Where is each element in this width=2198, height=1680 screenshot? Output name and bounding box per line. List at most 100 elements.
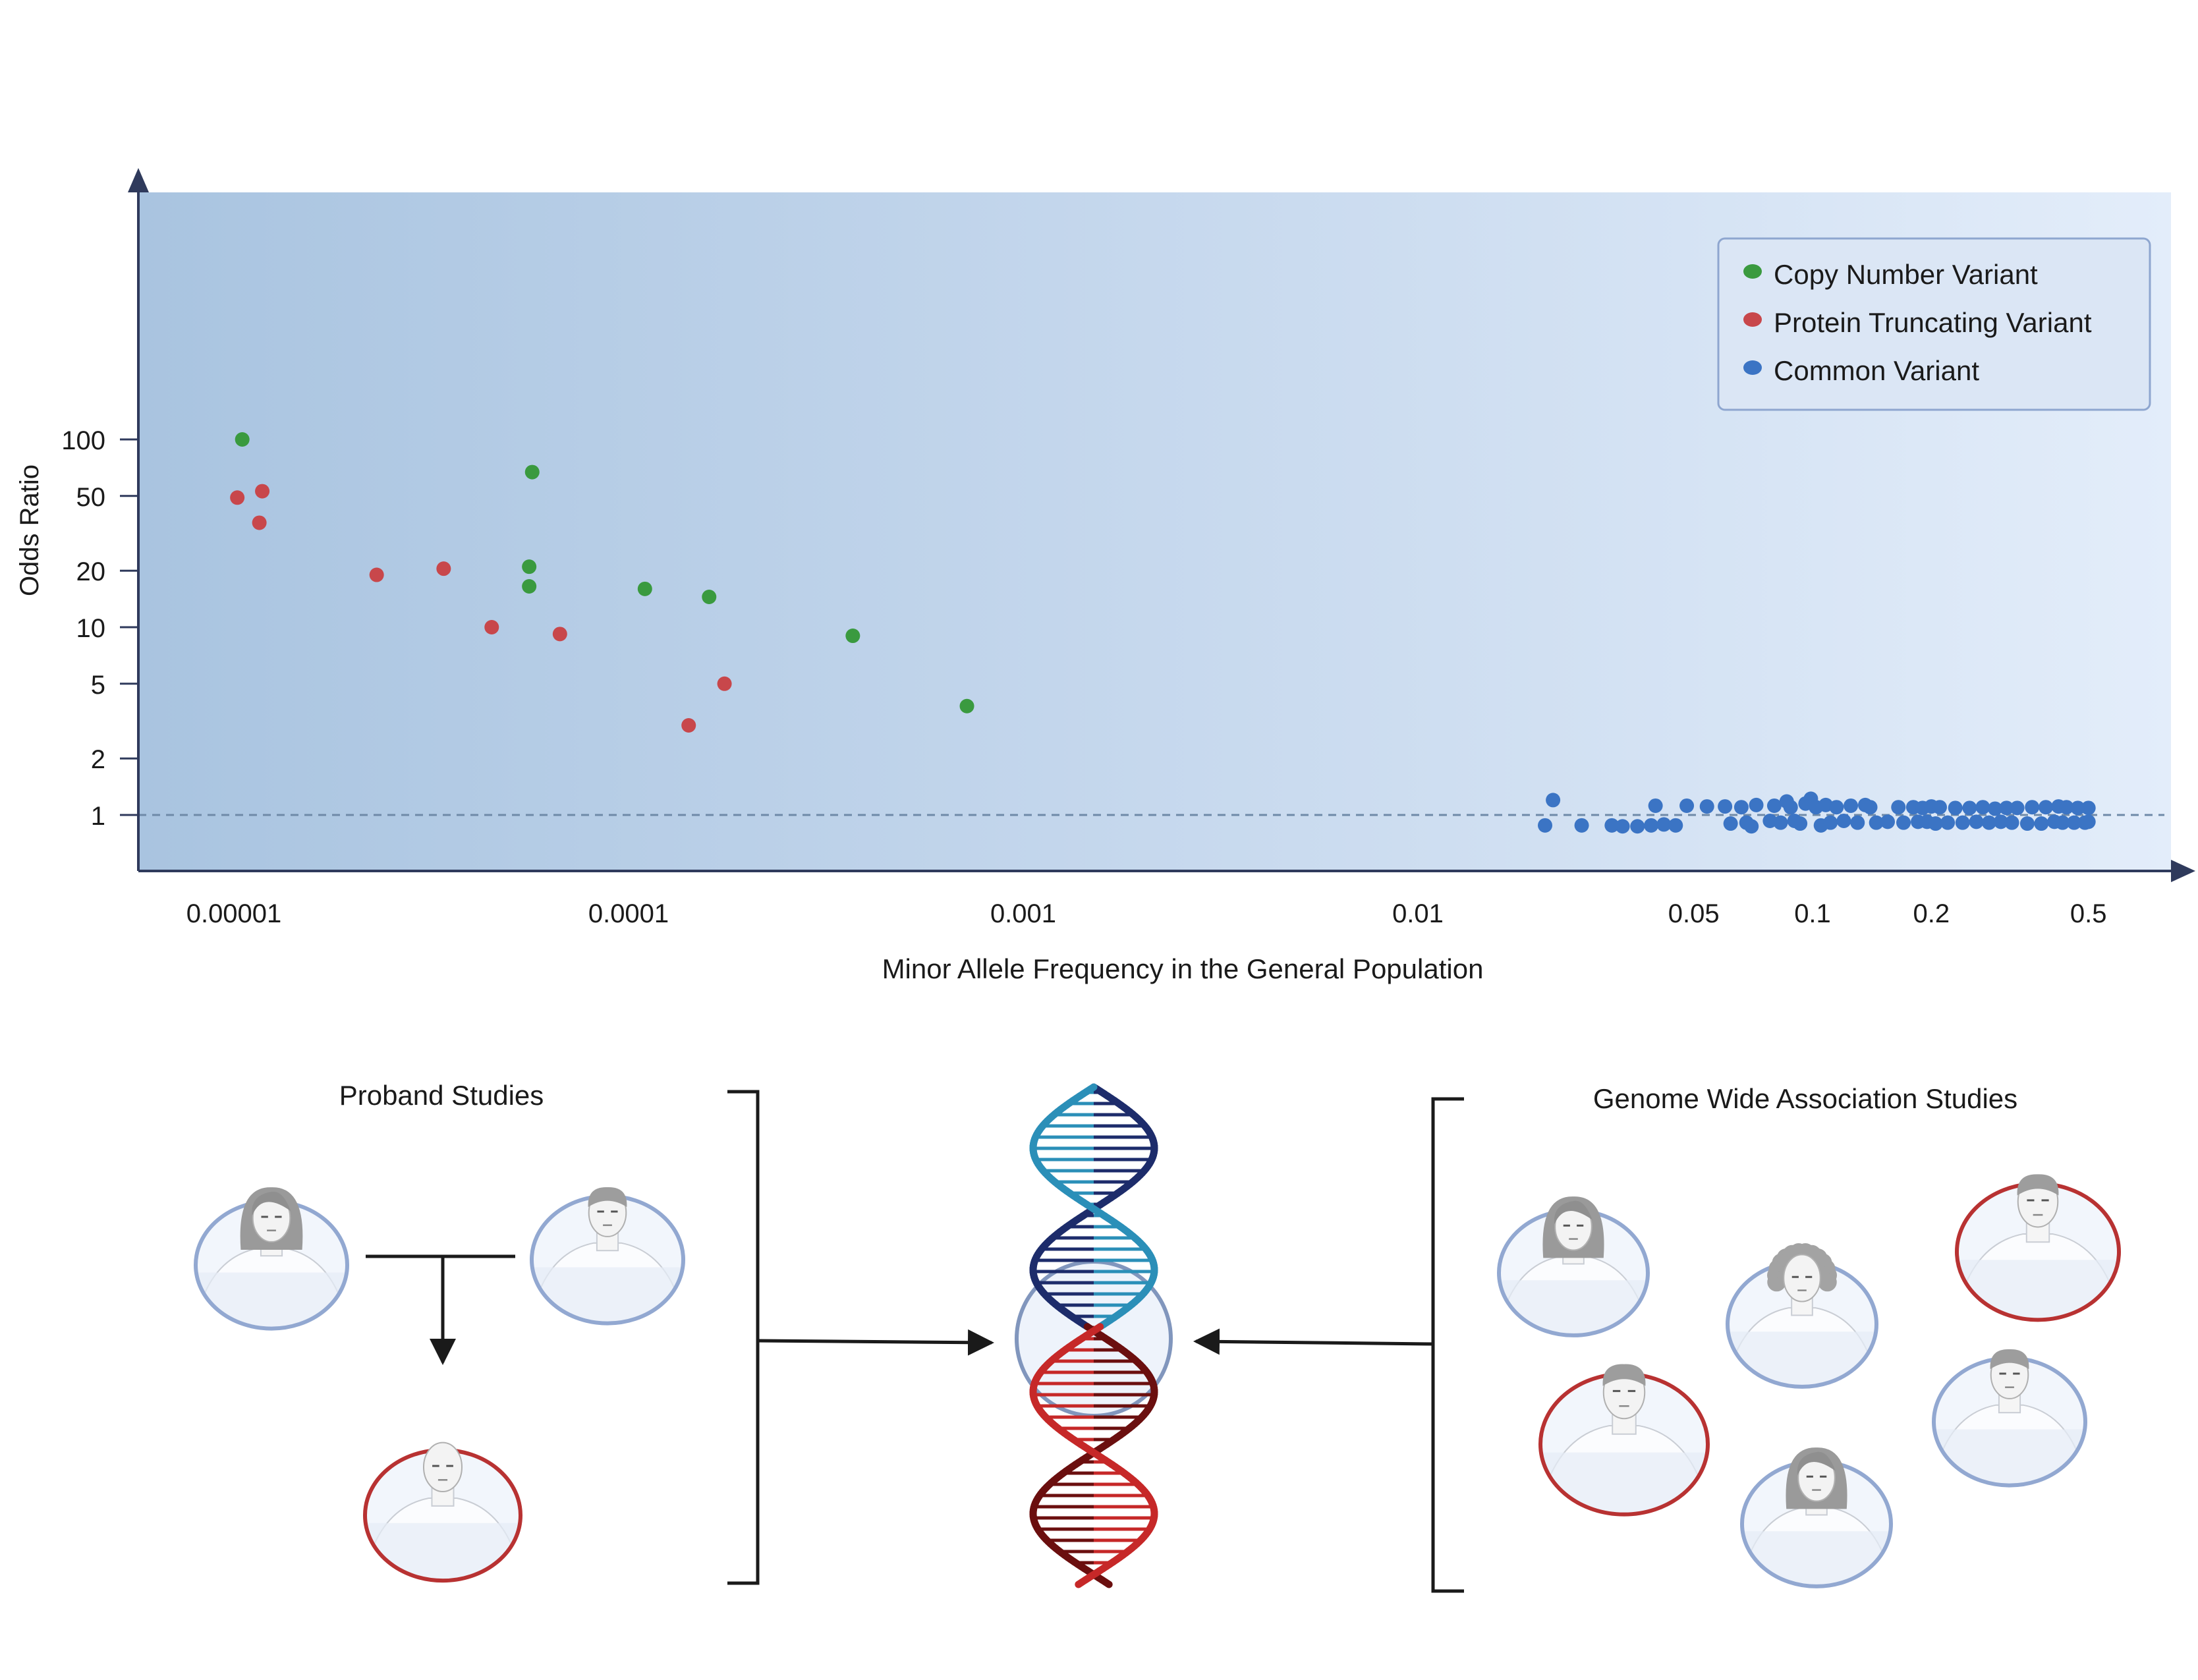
x-tick-label: 0.01 xyxy=(1392,899,1444,928)
proband-child-icon xyxy=(363,1442,522,1583)
point-common-variant xyxy=(1863,800,1878,815)
point-common-variant xyxy=(1699,799,1714,814)
point-common-variant xyxy=(1538,818,1553,833)
point-protein-truncating-variant xyxy=(369,567,384,582)
point-common-variant xyxy=(2019,816,2035,831)
x-tick-label: 0.00001 xyxy=(186,899,282,928)
y-tick-label: 1 xyxy=(91,802,105,831)
legend-marker-common xyxy=(1743,360,1762,375)
point-common-variant xyxy=(1793,816,1808,831)
point-common-variant xyxy=(2034,816,2049,831)
point-common-variant xyxy=(1630,819,1645,834)
point-common-variant xyxy=(1987,801,2002,816)
point-common-variant xyxy=(2070,800,2085,816)
point-copy-number-variant xyxy=(522,559,537,574)
point-common-variant xyxy=(1829,800,1844,815)
point-common-variant xyxy=(1955,815,1970,830)
proband-parent-father-icon xyxy=(530,1187,685,1326)
point-common-variant xyxy=(2010,800,2025,816)
point-common-variant xyxy=(1940,815,1956,830)
gwas-person-5-icon xyxy=(1955,1174,2121,1322)
x-tick-label: 0.05 xyxy=(1668,899,1720,928)
x-tick-label: 0.0001 xyxy=(588,899,669,928)
dna-helix-icon xyxy=(1029,1083,1158,1588)
point-protein-truncating-variant xyxy=(681,718,696,733)
point-common-variant xyxy=(1656,817,1672,832)
gwas-person-1-icon xyxy=(1497,1196,1650,1337)
point-common-variant xyxy=(1928,816,1943,831)
point-copy-number-variant xyxy=(522,579,537,594)
y-ticks: 1 2 5 10 20 50 100 xyxy=(61,426,138,831)
x-tick-label: 0.1 xyxy=(1794,899,1831,928)
y-axis-arrow xyxy=(128,168,149,192)
point-common-variant xyxy=(1993,814,2008,829)
point-protein-truncating-variant xyxy=(436,561,451,576)
point-common-variant xyxy=(1818,797,1834,812)
point-protein-truncating-variant xyxy=(484,620,499,634)
proband-studies-title: Proband Studies xyxy=(339,1080,544,1111)
point-common-variant xyxy=(1744,819,1759,834)
point-common-variant xyxy=(1969,814,1984,829)
x-axis-arrow xyxy=(2171,860,2195,882)
point-common-variant xyxy=(1679,798,1695,813)
point-common-variant xyxy=(1723,816,1738,831)
right-bracket xyxy=(1193,1097,1464,1593)
point-common-variant xyxy=(1615,819,1630,834)
y-tick-label: 10 xyxy=(76,614,106,643)
gwas-person-2-icon xyxy=(1538,1364,1710,1517)
pedigree-connector xyxy=(366,1254,515,1365)
point-copy-number-variant xyxy=(959,698,974,714)
gwas-person-3-icon xyxy=(1726,1243,1878,1389)
point-protein-truncating-variant xyxy=(255,484,270,499)
point-common-variant xyxy=(2059,800,2074,815)
legend-marker-copy-number xyxy=(1743,264,1762,279)
point-copy-number-variant xyxy=(702,590,717,605)
point-protein-truncating-variant xyxy=(252,515,267,530)
point-common-variant xyxy=(1850,815,1865,830)
legend: Copy Number Variant Protein Truncating V… xyxy=(1717,237,2151,411)
point-common-variant xyxy=(1644,818,1659,833)
point-common-variant xyxy=(1733,800,1749,815)
point-common-variant xyxy=(1932,800,1948,815)
point-common-variant xyxy=(1844,798,1859,813)
proband-parent-mother-icon xyxy=(194,1187,349,1331)
legend-label-copy-number: Copy Number Variant xyxy=(1774,259,2038,290)
point-common-variant xyxy=(2004,815,2019,830)
point-common-variant xyxy=(1574,818,1589,833)
point-common-variant xyxy=(2081,814,2096,829)
point-protein-truncating-variant xyxy=(230,490,245,505)
point-common-variant xyxy=(1762,813,1778,828)
point-common-variant xyxy=(2039,800,2054,815)
y-tick-label: 2 xyxy=(91,745,105,774)
diagram: Proband Studies Genome Wide Association … xyxy=(194,1080,2121,1593)
gwas-title: Genome Wide Association Studies xyxy=(1593,1083,2017,1114)
point-common-variant xyxy=(1604,818,1620,833)
point-common-variant xyxy=(1891,800,1906,815)
y-tick-label: 50 xyxy=(76,483,106,512)
point-copy-number-variant xyxy=(637,581,652,596)
point-protein-truncating-variant xyxy=(717,676,732,691)
y-axis-label: Odds Ratio xyxy=(15,464,44,596)
point-common-variant xyxy=(1648,798,1663,813)
y-tick-label: 100 xyxy=(61,426,105,455)
point-common-variant xyxy=(1981,815,1996,830)
x-axis-label: Minor Allele Frequency in the General Po… xyxy=(882,953,1484,984)
point-common-variant xyxy=(1962,800,1977,816)
point-common-variant xyxy=(2066,815,2081,830)
point-common-variant xyxy=(1783,800,1798,815)
x-tick-label: 0.2 xyxy=(1913,899,1950,928)
point-common-variant xyxy=(1546,793,1561,808)
point-common-variant xyxy=(2055,815,2070,830)
point-copy-number-variant xyxy=(524,464,540,480)
point-common-variant xyxy=(1999,800,2014,816)
point-copy-number-variant xyxy=(845,629,860,644)
data-points xyxy=(230,432,2096,834)
point-common-variant xyxy=(1766,798,1782,813)
point-common-variant xyxy=(1975,800,1990,815)
point-protein-truncating-variant xyxy=(552,627,567,642)
legend-box xyxy=(1717,237,2151,411)
point-common-variant xyxy=(1749,797,1764,812)
point-common-variant xyxy=(2025,800,2040,815)
